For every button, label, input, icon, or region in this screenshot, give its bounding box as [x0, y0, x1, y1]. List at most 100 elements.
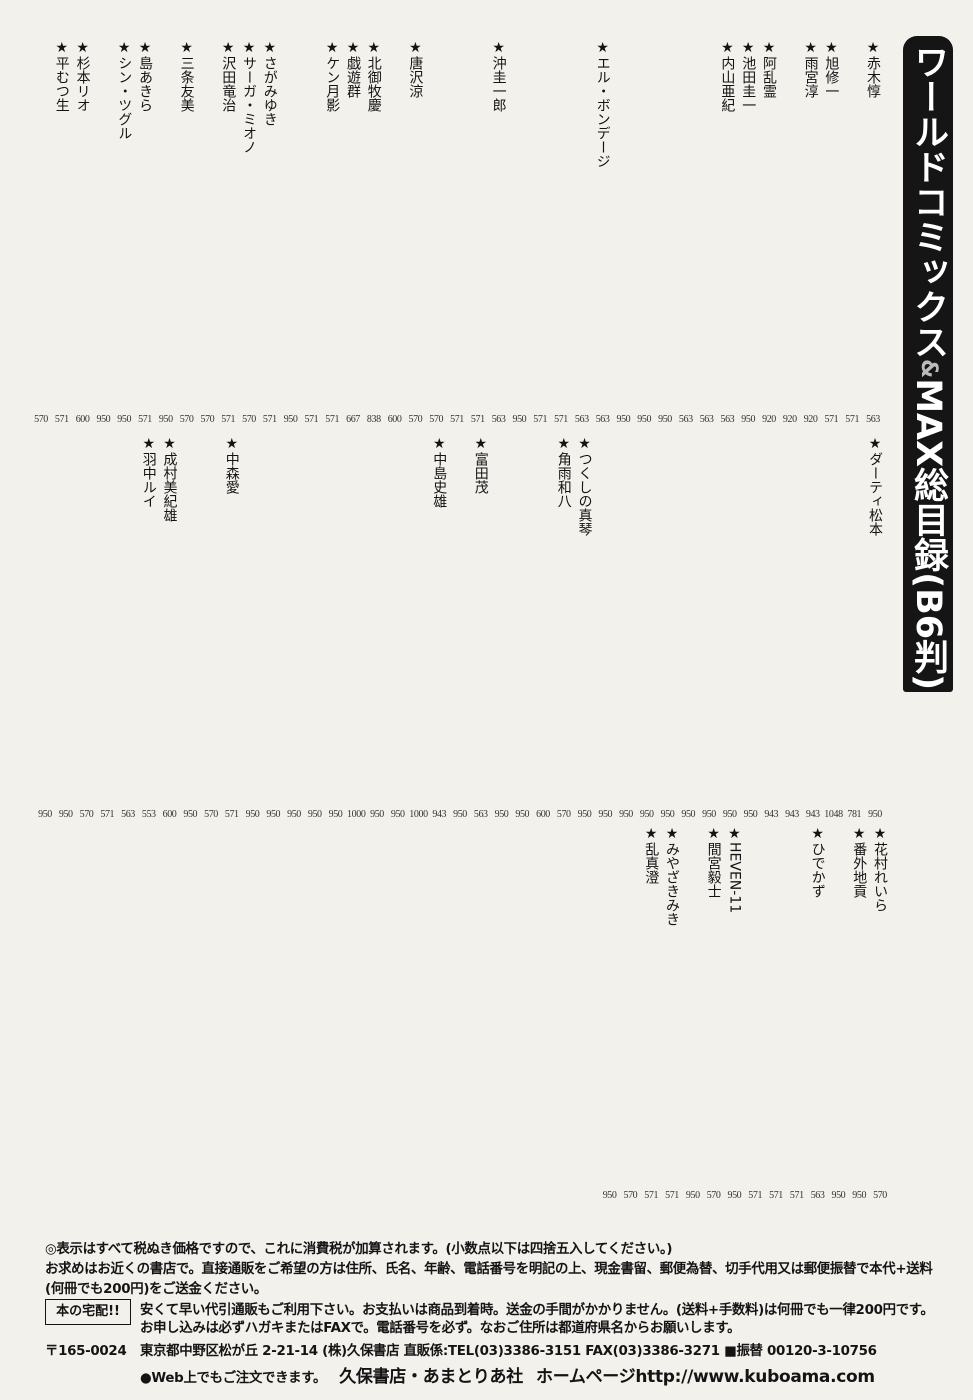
price: 563 [678, 414, 693, 425]
price: 950 [307, 809, 322, 820]
postal-code: 〒165-0024 [45, 1344, 127, 1359]
price: 563 [574, 414, 589, 425]
price: 563 [491, 414, 506, 425]
price: 950 [602, 1190, 617, 1201]
author-name: ★戯遊群 [345, 40, 361, 98]
author-name: ★阿乱霊 [761, 40, 777, 98]
author-name: ★エル・ボンデージ [594, 40, 611, 168]
order-note-cont: (何冊でも200円)をご送金ください。 [45, 1282, 267, 1297]
price: 950 [515, 809, 530, 820]
author-name: ★羽中ルイ [140, 436, 157, 508]
price: 950 [494, 809, 509, 820]
author-name: ★角雨和八 [555, 436, 572, 508]
price: 838 [366, 414, 381, 425]
tax-note: ◎表示はすべて税ぬき価格ですので、これに消費税が加算されます。(小数点以下は四捨… [45, 1242, 673, 1257]
author-name: ★平むつ生 [53, 40, 70, 112]
price: 950 [183, 809, 198, 820]
price: 950 [453, 809, 467, 820]
price: 571 [138, 414, 152, 425]
price: 571 [325, 414, 340, 425]
price: 943 [785, 809, 799, 820]
price: 950 [287, 809, 301, 820]
price: 571 [533, 414, 548, 425]
author-name: ★ケン月影 [324, 40, 341, 112]
catalog-title-banner: ワールドコミックス&MAX総目録(B6判) [903, 36, 953, 692]
price: 950 [658, 414, 672, 425]
price: 600 [162, 809, 177, 820]
price: 950 [831, 1190, 846, 1201]
author-name: ★間宮毅士 [705, 826, 722, 898]
price: 950 [158, 414, 173, 425]
delivery-label: 本の宅配!! [45, 1299, 131, 1325]
author-name: ★HEVEN-11 [726, 826, 743, 914]
price: 950 [741, 414, 756, 425]
delivery-note-2: お申し込みは必ずハガキまたはFAXで。電話番号を必ず。なおご住所は都道府県名から… [140, 1321, 741, 1336]
price: 570 [706, 1190, 721, 1201]
title-ampersand: & [916, 359, 941, 379]
price: 950 [577, 809, 592, 820]
price: 781 [847, 809, 862, 820]
price: 950 [743, 809, 758, 820]
author-name: ★乱真澄 [643, 826, 660, 884]
author-name: ★中島史雄 [431, 436, 448, 508]
price: 950 [637, 414, 652, 425]
price: 570 [429, 414, 444, 425]
author-name: ★島あきら [137, 40, 153, 112]
price: 563 [720, 414, 735, 425]
price: 950 [868, 809, 882, 820]
price: 563 [699, 414, 714, 425]
author-name: ★沢田竜治 [220, 40, 237, 112]
author-name: ★花村れいら [872, 826, 888, 912]
price: 570 [200, 414, 215, 425]
author-name: ★池田圭一 [740, 40, 757, 112]
author-name: ★ダーティ松本 [867, 436, 883, 536]
price: 950 [660, 809, 675, 820]
price: 950 [681, 809, 696, 820]
price: 600 [75, 414, 90, 425]
author-name: ★北御牧慶 [365, 40, 382, 112]
author-name: ★唐沢涼 [407, 40, 424, 98]
price: 943 [764, 809, 779, 820]
price: 950 [619, 809, 633, 820]
title-part2: MAX総目録(B6判) [908, 378, 948, 691]
price: 950 [727, 1190, 742, 1201]
price: 920 [782, 414, 797, 425]
price: 950 [722, 809, 737, 820]
title-part1: ワールドコミックス [908, 44, 948, 359]
author-name: ★三条友美 [178, 40, 195, 112]
price: 571 [665, 1190, 679, 1201]
author-name: ★雨宮淳 [802, 40, 819, 98]
price: 950 [685, 1190, 700, 1201]
price: 950 [245, 809, 260, 820]
price: 571 [470, 414, 485, 425]
price: 563 [473, 809, 488, 820]
price: 950 [852, 1190, 867, 1201]
order-note: お求めはお近くの書店で。直接通販をご希望の方は住所、氏名、年齢、電話番号を明記の… [45, 1262, 933, 1277]
author-name: ★さがみゆき [261, 40, 278, 126]
author-name: ★みやざきみき [664, 826, 680, 926]
price: 943 [432, 809, 447, 820]
price: 667 [346, 414, 360, 425]
address: 東京都中野区松が丘 2-21-14 (株)久保書店 直販係:TEL(03)338… [140, 1344, 877, 1359]
delivery-note: 安くて早い代引通販もご利用下さい。お支払いは商品到着時。送金の手間がかかりません… [140, 1303, 934, 1318]
price: 920 [803, 414, 818, 425]
price: 553 [141, 809, 156, 820]
price: 950 [328, 809, 343, 820]
price: 571 [554, 414, 568, 425]
author-name: ★杉本リオ [74, 40, 91, 112]
author-name: ★つくしの真琴 [576, 436, 593, 536]
price: 950 [266, 809, 281, 820]
price: 563 [595, 414, 610, 425]
price: 571 [769, 1190, 783, 1201]
price: 571 [789, 1190, 804, 1201]
price: 571 [100, 809, 115, 820]
price: 1000 [347, 809, 366, 820]
homepage-link[interactable]: ホームページhttp://www.kuboama.com [536, 1367, 875, 1387]
price: 570 [79, 809, 94, 820]
price: 1000 [409, 809, 428, 820]
price: 563 [866, 414, 880, 425]
price: 920 [762, 414, 776, 425]
price: 570 [408, 414, 423, 425]
price: 571 [824, 414, 839, 425]
web-note: ●Web上でもご注文できます。 [140, 1371, 327, 1386]
